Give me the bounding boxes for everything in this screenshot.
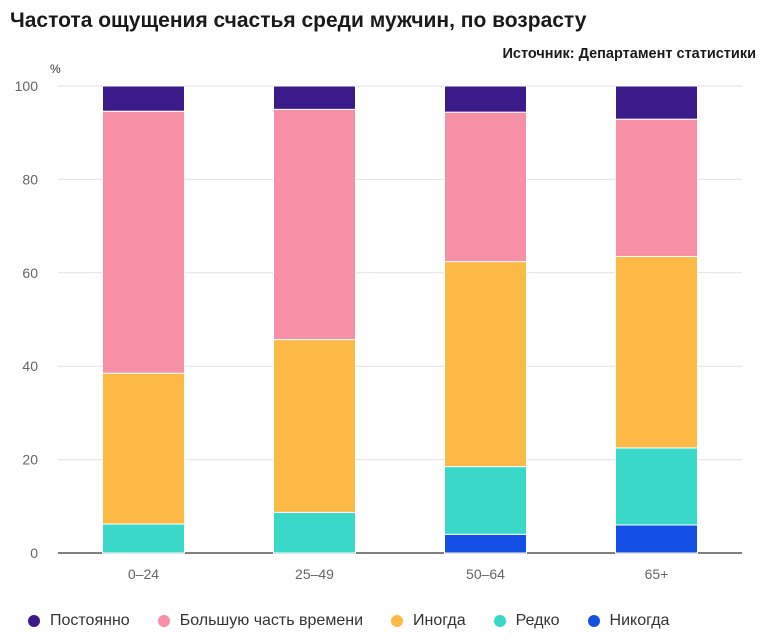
legend-swatch — [587, 615, 600, 627]
y-axis-ticks: 0 20 40 60 80 100 — [15, 78, 39, 561]
bar-segment — [615, 118, 698, 257]
bar-segment — [615, 255, 698, 449]
bar-segment — [444, 533, 527, 554]
x-axis-ticks: 0–24 25–49 50–64 65+ — [128, 566, 668, 582]
y-tick-label: 100 — [15, 78, 39, 94]
bar-segment — [615, 524, 698, 554]
y-tick-label: 0 — [30, 545, 38, 561]
legend-item: Редко — [493, 612, 560, 630]
bars — [102, 85, 698, 554]
bar-segment — [444, 466, 527, 535]
bar-segment — [102, 85, 185, 112]
legend-item: Никогда — [587, 612, 670, 630]
bar-segment — [615, 85, 698, 120]
x-tick-label: 0–24 — [128, 566, 159, 582]
bar-segment — [273, 339, 356, 513]
x-tick-label: 50–64 — [466, 566, 505, 582]
bar-segment — [273, 85, 356, 110]
legend-swatch — [391, 615, 403, 627]
legend-item: Иногда — [391, 612, 466, 630]
legend-label: Большую часть времени — [179, 612, 363, 629]
bar-segment — [444, 111, 527, 263]
legend-label: Постоянно — [50, 612, 130, 629]
legend-item: Большую часть времени — [157, 612, 363, 630]
x-tick-label: 25–49 — [295, 566, 334, 582]
legend: Постоянно Большую часть времени Иногда Редк… — [28, 612, 697, 630]
x-tick-label: 65+ — [645, 566, 669, 582]
stacked-bar-chart: % 0 20 40 60 80 100 0–24 25–49 50–64 65+ — [15, 62, 742, 582]
legend-label: Никогда — [609, 612, 670, 629]
bar-segment — [102, 523, 185, 554]
legend-swatch — [28, 615, 40, 627]
y-tick-label: 20 — [22, 452, 38, 468]
y-tick-label: 40 — [22, 358, 38, 374]
chart-title: Частота ощущения счастья среди мужчин, п… — [10, 9, 587, 32]
y-unit-label: % — [50, 62, 61, 76]
bar-segment — [102, 110, 185, 374]
bar-segment — [615, 447, 698, 526]
bar-segment — [273, 511, 356, 554]
bar-segment — [444, 261, 527, 468]
y-tick-label: 60 — [22, 265, 38, 281]
chart-source: Источник: Департамент статистики — [502, 46, 757, 62]
legend-swatch — [157, 615, 170, 627]
legend-item: Постоянно — [28, 612, 130, 630]
y-tick-label: 80 — [22, 171, 38, 187]
bar-segment — [273, 108, 356, 341]
legend-label: Иногда — [413, 612, 466, 629]
legend-swatch — [493, 615, 506, 627]
bar-segment — [444, 85, 527, 113]
legend-label: Редко — [515, 612, 560, 629]
bar-segment — [102, 372, 185, 525]
